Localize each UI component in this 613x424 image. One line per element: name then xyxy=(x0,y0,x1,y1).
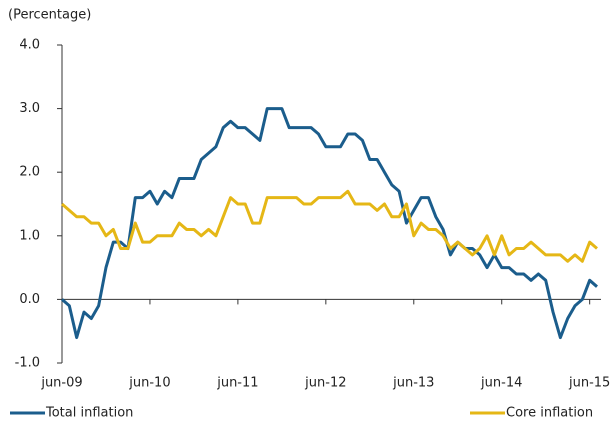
x-tick-label: jun-15 xyxy=(568,376,610,391)
line-series xyxy=(61,189,598,263)
legend-label: Total inflation xyxy=(45,406,133,421)
y-tick-label: -1.0 xyxy=(15,356,40,371)
x-tick-label: jun-09 xyxy=(40,376,82,391)
y-tick-label: 0.0 xyxy=(19,292,40,307)
y-tick-label: 4.0 xyxy=(19,38,40,53)
legend-label: Core inflation xyxy=(506,406,593,421)
y-tick-label: 2.0 xyxy=(19,165,40,180)
y-tick-label: 1.0 xyxy=(19,228,40,243)
x-tick-label: jun-13 xyxy=(392,376,434,391)
x-tick-label: jun-14 xyxy=(480,376,522,391)
line-series xyxy=(61,107,598,340)
x-tick-label: jun-12 xyxy=(304,376,346,391)
x-tick-label: jun-10 xyxy=(128,376,170,391)
x-tick-label: jun-11 xyxy=(216,376,258,391)
y-tick-label: 3.0 xyxy=(19,101,40,116)
y-axis-label: (Percentage) xyxy=(8,8,91,23)
